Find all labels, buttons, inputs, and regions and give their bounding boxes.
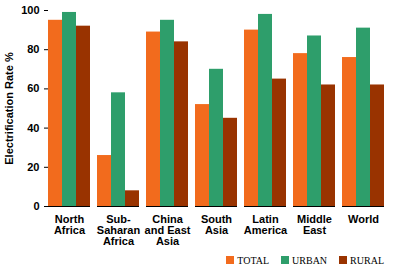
html-text:TOTAL: TOTAL xyxy=(237,254,270,266)
svg-text:20: 20 xyxy=(27,161,39,173)
svg-text:0: 0 xyxy=(33,200,39,212)
svg-text:MiddleEast: MiddleEast xyxy=(297,213,332,236)
svg-text:Chinaand EastAsia: Chinaand EastAsia xyxy=(145,213,191,247)
html-text:URBAN: URBAN xyxy=(292,254,328,266)
html-text:RURAL: RURAL xyxy=(350,254,384,266)
svg-text:100: 100 xyxy=(21,4,39,16)
svg-text:60: 60 xyxy=(27,82,39,94)
svg-text:Sub-SaharanAfrica: Sub-SaharanAfrica xyxy=(97,213,141,247)
svg-text:Electrification Rate %: Electrification Rate % xyxy=(3,52,15,165)
svg-text:World: World xyxy=(348,213,379,225)
svg-text:NorthAfrica: NorthAfrica xyxy=(54,213,86,236)
svg-text:80: 80 xyxy=(27,43,39,55)
svg-text:40: 40 xyxy=(27,122,39,134)
svg-text:SouthAsia: SouthAsia xyxy=(201,213,232,236)
svg-text:LatinAmerica: LatinAmerica xyxy=(244,213,288,236)
